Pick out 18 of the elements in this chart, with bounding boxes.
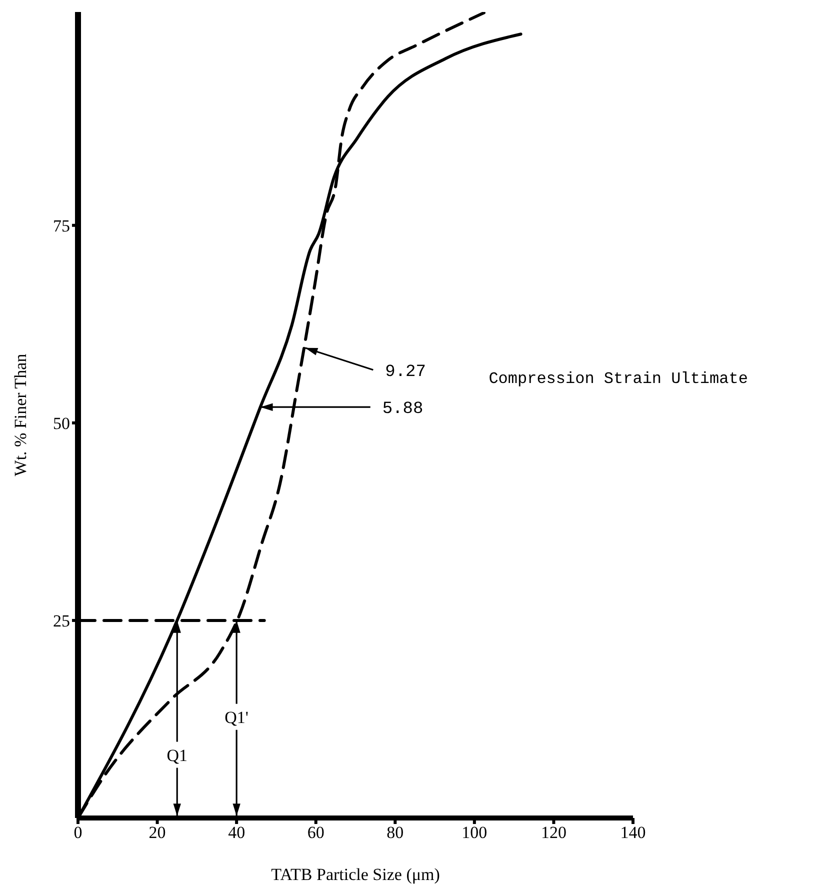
x-tick-label: 40 [228,823,246,842]
annotation: 9.27 [385,362,426,382]
y-tick-label: 25 [53,611,70,630]
annotation: Q1 [166,746,188,765]
annotation: Compression Strain Ultimate [488,370,748,388]
annotation: 5.88 [382,400,424,420]
x-axis-title: TATB Particle Size (μm) [271,865,440,884]
x-tick-label: 80 [386,823,404,842]
x-tick-label: 20 [148,823,166,842]
y-tick-label: 50 [53,414,70,433]
y-tick-label: 75 [53,216,70,236]
x-tick-label: 60 [307,823,324,842]
x-tick-label: 100 [462,823,488,842]
x-tick-label: 140 [620,823,646,842]
x-tick-label: 120 [540,823,566,842]
annotation: Q1' [224,708,248,727]
x-tick-label: 0 [74,823,82,842]
y-axis-title: Wt. % Finer Than [11,353,30,476]
